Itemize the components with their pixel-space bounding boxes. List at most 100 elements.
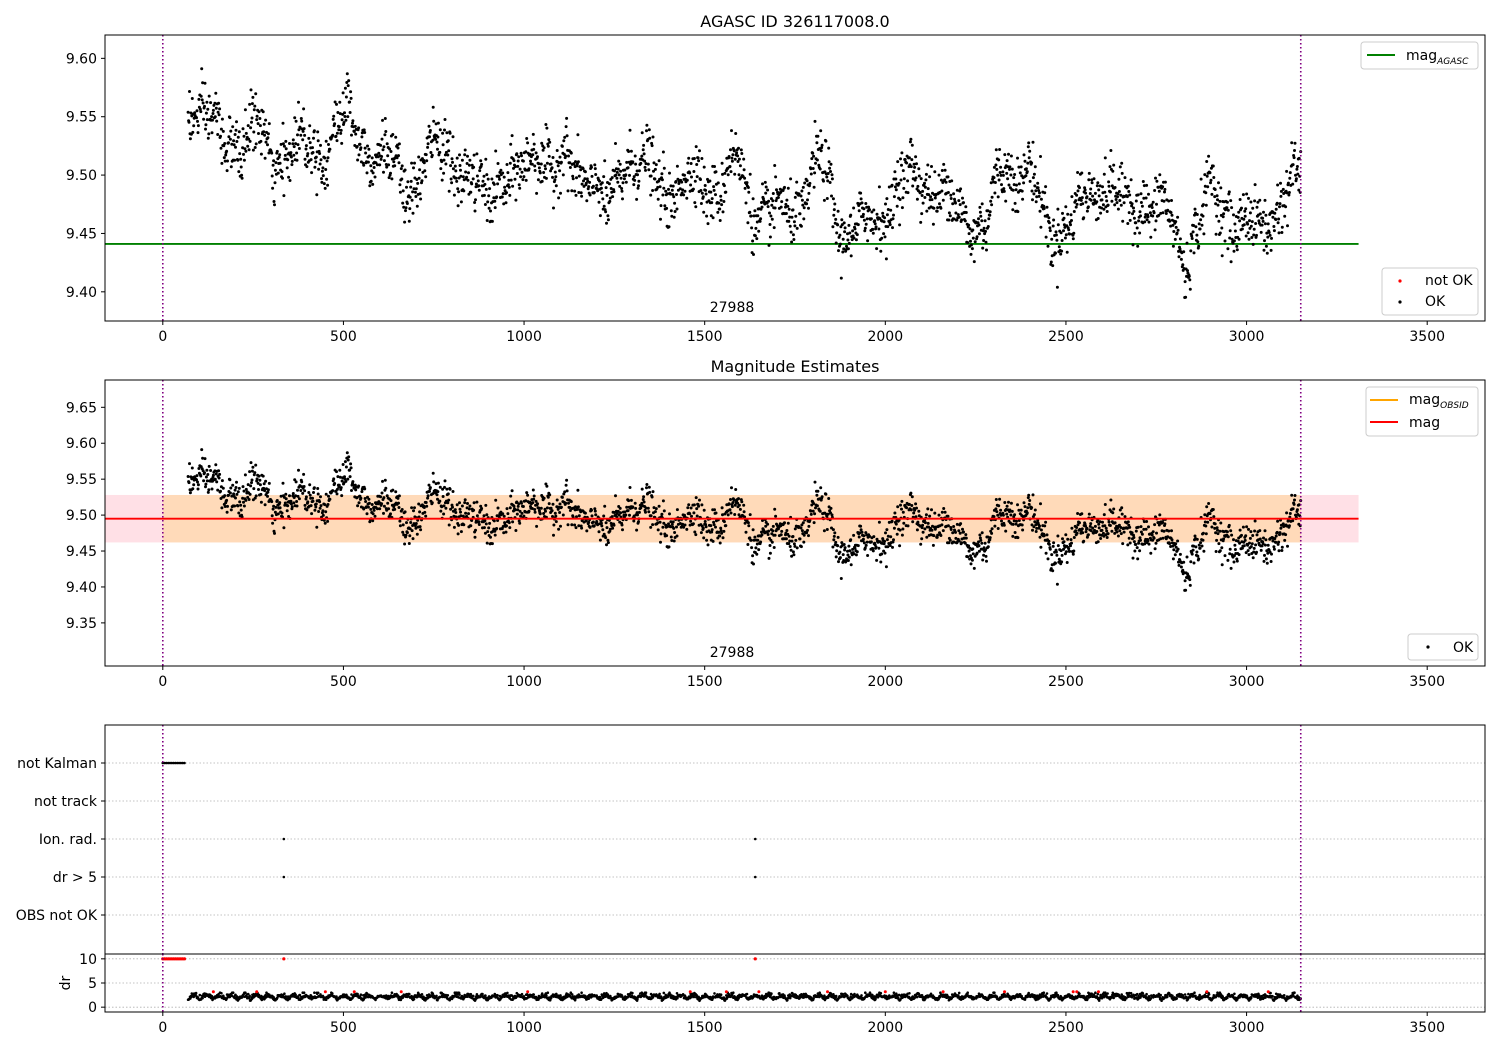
ok-point: [635, 169, 639, 173]
ok-point: [567, 501, 570, 505]
ok-point: [1095, 200, 1099, 204]
ok-point: [1161, 185, 1165, 189]
ok-point: [568, 506, 572, 509]
ok-point: [458, 164, 462, 167]
ok-point: [516, 508, 520, 512]
ok-point: [637, 510, 641, 514]
ok-point: [191, 487, 195, 491]
ok-point: [487, 206, 491, 210]
ok-point: [363, 131, 367, 134]
ok-point: [405, 185, 408, 189]
ok-point: [388, 147, 392, 151]
ok-point: [288, 494, 291, 498]
ok-point: [695, 507, 699, 511]
ok-point: [1120, 161, 1124, 165]
ok-point: [1246, 543, 1250, 547]
ok-point: [270, 500, 274, 504]
ok-point: [206, 107, 210, 111]
ok-point: [311, 151, 315, 154]
ok-point: [801, 521, 805, 525]
ok-point: [486, 530, 490, 534]
ok-point: [500, 195, 504, 199]
ok-point: [879, 560, 883, 564]
ok-point: [338, 475, 342, 479]
ok-point: [849, 254, 853, 258]
ok-point: [1287, 524, 1291, 528]
ok-point: [802, 206, 806, 210]
ok-point: [793, 527, 797, 531]
ok-point: [1134, 543, 1138, 546]
ok-point: [901, 527, 905, 531]
ok-point: [195, 116, 198, 120]
ok-point: [661, 193, 665, 197]
ok-point: [1223, 239, 1227, 243]
ok-point: [270, 151, 274, 155]
ok-point: [860, 201, 864, 205]
ok-point: [1297, 156, 1301, 160]
ok-point: [1012, 519, 1016, 523]
panel1-ytick-label-3: 9.55: [66, 110, 97, 126]
ok-point: [824, 492, 828, 496]
ok-point: [931, 543, 935, 547]
ok-point: [454, 176, 458, 180]
ok-point: [1277, 217, 1281, 221]
ok-point: [528, 152, 532, 156]
ok-point: [649, 174, 653, 178]
ok-point: [977, 223, 981, 227]
ok-point: [384, 486, 388, 490]
ok-point: [1262, 248, 1266, 252]
ok-point: [398, 524, 402, 528]
ok-point: [798, 212, 802, 216]
ok-point: [395, 156, 399, 160]
ok-point: [1132, 209, 1136, 213]
ok-point: [636, 173, 639, 177]
ok-point: [812, 521, 816, 525]
ok-point: [459, 200, 463, 204]
ok-point: [266, 132, 270, 136]
ok-point: [703, 184, 707, 187]
ok-point: [1121, 542, 1125, 546]
ok-point: [253, 146, 257, 149]
ok-point: [961, 527, 964, 531]
ok-point: [787, 542, 791, 546]
ok-point: [920, 194, 924, 197]
ok-point: [951, 202, 955, 206]
ok-point: [1143, 220, 1147, 224]
ok-point: [822, 198, 826, 202]
ok-point: [306, 500, 310, 504]
ok-point: [1218, 549, 1222, 553]
ok-point: [368, 184, 372, 188]
ok-point: [801, 185, 805, 189]
ok-point: [1113, 203, 1117, 207]
ok-point: [1043, 524, 1047, 528]
ok-point: [403, 220, 407, 224]
ok-point: [332, 477, 336, 481]
ok-point: [302, 485, 306, 488]
ok-point: [666, 525, 670, 528]
ok-point: [883, 235, 887, 239]
ok-point: [451, 505, 454, 509]
ok-point: [1295, 165, 1299, 168]
ok-point: [805, 202, 809, 206]
ok-point: [351, 480, 355, 484]
ok-point: [751, 528, 755, 532]
ok-point: [653, 167, 657, 171]
ok-point: [929, 195, 933, 199]
ok-point: [659, 532, 663, 536]
ok-point: [882, 220, 886, 224]
flag-point: [183, 761, 186, 765]
ok-point: [243, 147, 247, 151]
ok-point: [693, 179, 697, 183]
ok-point: [790, 215, 794, 219]
ok-point: [686, 506, 690, 510]
ok-point: [668, 171, 671, 175]
ok-point: [563, 490, 567, 494]
ok-point: [583, 177, 587, 181]
ok-point: [317, 510, 321, 513]
ok-point: [898, 528, 902, 532]
ok-point: [930, 528, 934, 532]
ok-point: [508, 506, 512, 510]
ok-point: [602, 175, 606, 179]
ok-point: [1138, 536, 1142, 540]
ok-point: [349, 90, 353, 94]
